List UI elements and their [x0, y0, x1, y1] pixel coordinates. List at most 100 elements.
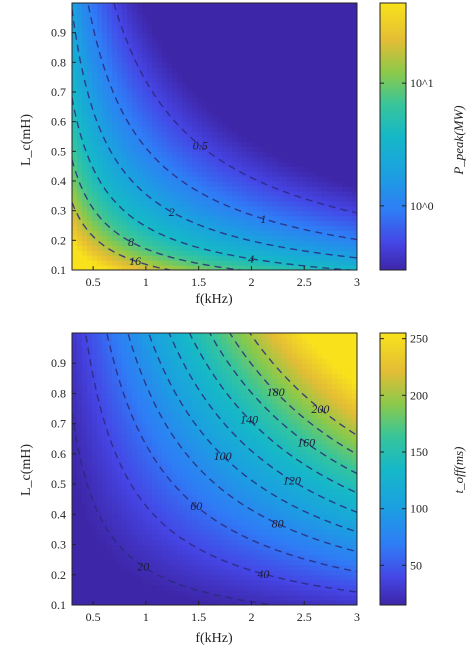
heat-cell — [342, 260, 348, 266]
heat-cell — [202, 131, 208, 138]
heat-cell — [187, 599, 193, 605]
heat-cell — [87, 343, 93, 349]
heat-cell — [182, 161, 188, 167]
heat-cell — [192, 363, 198, 369]
heat-cell — [262, 215, 268, 222]
heat-cell — [102, 569, 108, 576]
heat-cell — [192, 92, 198, 98]
heat-cell — [242, 260, 248, 266]
heat-cell — [177, 111, 183, 118]
heat-cell — [242, 141, 248, 147]
heat-cell — [287, 126, 293, 133]
heat-cell — [87, 156, 93, 162]
heat-cell — [137, 190, 143, 197]
heat-cell — [307, 92, 313, 98]
heat-cell — [82, 82, 88, 88]
heat-cell — [182, 121, 188, 128]
heat-cell — [137, 353, 143, 359]
heat-cell — [122, 529, 128, 536]
heat-cell — [177, 235, 183, 241]
heat-cell — [162, 77, 168, 83]
heat-cell — [112, 126, 118, 133]
heat-cell — [237, 235, 243, 241]
heat-cell — [337, 260, 343, 266]
heat-cell — [227, 358, 233, 364]
heat-cell — [207, 343, 213, 349]
heat-cell — [162, 544, 168, 551]
heat-cell — [272, 101, 278, 108]
heat-cell — [122, 378, 128, 384]
heat-cell — [202, 166, 208, 172]
heat-cell — [157, 504, 163, 510]
heat-cell — [237, 383, 243, 390]
heat-cell — [127, 423, 133, 430]
heat-cell — [177, 343, 183, 349]
heat-cell — [257, 151, 263, 157]
heat-cell — [107, 559, 113, 566]
heat-cell — [92, 368, 98, 374]
heat-cell — [302, 47, 308, 54]
heat-cell — [102, 494, 108, 500]
heat-cell — [297, 230, 303, 236]
heat-cell — [142, 559, 148, 566]
heat-cell — [187, 260, 193, 266]
heat-cell — [187, 509, 193, 515]
heat-cell — [242, 62, 248, 68]
heat-cell — [332, 161, 338, 167]
heat-cell — [307, 72, 313, 78]
heat-cell — [97, 92, 103, 98]
heat-cell — [192, 161, 198, 167]
heat-cell — [207, 156, 213, 162]
heat-cell — [102, 383, 108, 390]
heat-cell — [222, 423, 228, 430]
heat-cell — [337, 116, 343, 123]
heat-cell — [162, 484, 168, 490]
heat-cell — [212, 594, 218, 601]
heat-cell — [102, 87, 108, 93]
heat-cell — [207, 101, 213, 108]
heat-cell — [162, 146, 168, 152]
heat-cell — [282, 190, 288, 197]
heat-cell — [97, 443, 103, 450]
heat-cell — [72, 549, 78, 556]
heat-cell — [87, 363, 93, 369]
heat-cell — [162, 225, 168, 232]
heat-cell — [222, 205, 228, 212]
heat-cell — [347, 176, 353, 182]
heat-cell — [122, 116, 128, 123]
heat-cell — [77, 544, 83, 551]
heat-cell — [82, 265, 88, 270]
heat-cell — [207, 363, 213, 369]
heat-cell — [197, 205, 203, 212]
heat-cell — [167, 96, 173, 103]
heat-cell — [222, 101, 228, 108]
heat-cell — [162, 559, 168, 566]
heat-cell — [252, 111, 258, 118]
heat-cell — [172, 3, 178, 9]
heat-cell — [287, 220, 293, 227]
heat-cell — [102, 151, 108, 157]
heat-cell — [162, 3, 168, 9]
heat-cell — [277, 62, 283, 68]
heat-cell — [112, 245, 118, 251]
heat-cell — [72, 210, 78, 217]
heat-cell — [232, 265, 238, 270]
heat-cell — [167, 166, 173, 172]
heat-cell — [132, 205, 138, 212]
heat-cell — [97, 423, 103, 430]
heat-cell — [162, 358, 168, 364]
heat-cell — [167, 559, 173, 566]
heat-cell — [227, 579, 233, 586]
heat-cell — [192, 72, 198, 78]
heat-cell — [142, 240, 148, 246]
heat-cell — [92, 469, 98, 475]
heat-cell — [247, 171, 253, 177]
heat-cell — [177, 428, 183, 435]
heat-cell — [327, 220, 333, 227]
heat-cell — [237, 363, 243, 369]
heat-cell — [187, 101, 193, 108]
heat-cell — [152, 210, 158, 217]
heat-cell — [337, 32, 343, 39]
heat-cell — [257, 96, 263, 103]
heat-cell — [332, 111, 338, 118]
